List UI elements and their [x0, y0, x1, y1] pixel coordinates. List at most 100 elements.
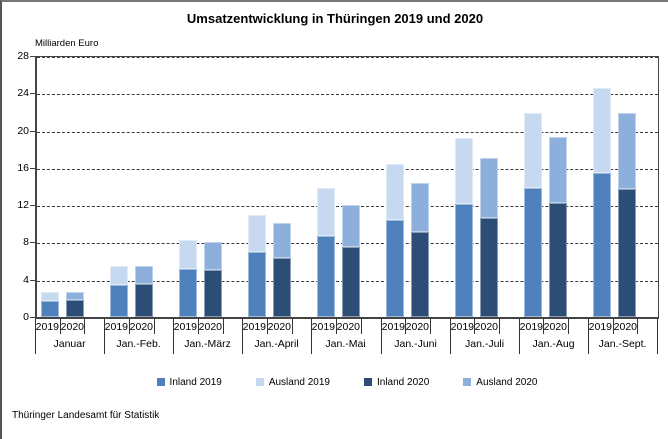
bar-2019-Januar	[40, 292, 59, 317]
bar-segment-ausland-2020	[411, 183, 430, 232]
sub-category-tick	[361, 319, 362, 334]
y-tick-mark	[30, 280, 35, 281]
bar-2020-Jan.-Mai	[341, 205, 360, 317]
bar-segment-inland-2020	[203, 270, 222, 317]
bar-2019-Jan.-März	[178, 240, 197, 317]
bar-segment-inland-2020	[134, 284, 153, 317]
year-label-2020-Jan.-Feb.: 2020	[129, 321, 154, 333]
bar-segment-inland-2019	[40, 301, 59, 317]
sub-category-tick	[474, 319, 475, 334]
group-label-Januar: Januar	[53, 338, 86, 350]
y-tick-label-24: 24	[17, 87, 29, 100]
sub-category-tick	[198, 319, 199, 334]
category-separator	[242, 319, 243, 354]
category-separator	[657, 319, 658, 354]
bar-2020-Jan.-Aug	[549, 137, 568, 317]
sub-category-tick	[613, 319, 614, 334]
bar-2019-Jan.-Feb.	[109, 266, 128, 317]
sub-category-tick	[60, 319, 61, 334]
legend-swatch-icon	[255, 378, 264, 386]
bar-segment-inland-2019	[455, 204, 474, 317]
bar-2019-Jan.-Sept.	[593, 88, 612, 317]
bar-segment-inland-2019	[247, 252, 266, 317]
bar-2019-Jan.-Juni	[386, 164, 405, 317]
bar-segment-ausland-2020	[618, 113, 637, 189]
bar-segment-inland-2019	[109, 285, 128, 317]
legend-swatch-icon	[364, 378, 372, 386]
category-separator	[35, 319, 36, 354]
bar-segment-inland-2019	[524, 188, 543, 317]
y-axis-title: Milliarden Euro	[35, 38, 99, 49]
bar-segment-ausland-2019	[593, 88, 612, 173]
year-label-2020-Jan.-April: 2020	[267, 321, 292, 333]
chart-title: Umsatzentwicklung in Thüringen 2019 und …	[186, 11, 484, 26]
sub-category-tick	[568, 319, 569, 334]
legend-swatch-icon	[463, 378, 472, 386]
legend: Inland 2019 Ausland 2019 Inland 2020 Auslan…	[35, 374, 659, 390]
category-separator	[104, 319, 105, 354]
group-label-Jan.-Sept.: Jan.-Sept.	[598, 338, 647, 350]
group-label-Jan.-Juni: Jan.-Juni	[394, 338, 437, 350]
y-tick-mark	[30, 131, 35, 132]
bar-segment-ausland-2020	[549, 137, 568, 203]
category-separator	[588, 319, 589, 354]
plot-area	[35, 56, 659, 319]
bar-segment-ausland-2020	[203, 242, 222, 270]
y-tick-mark	[30, 205, 35, 206]
bar-2019-Jan.-Mai	[316, 188, 335, 317]
y-tick-label-28: 28	[17, 50, 29, 62]
y-tick-label-16: 16	[17, 161, 29, 174]
year-label-2019-Jan.-März: 2019	[173, 321, 198, 333]
sub-category-tick	[543, 319, 544, 334]
sub-category-tick	[430, 319, 431, 334]
sub-category-tick	[499, 319, 500, 334]
group-label-Jan.-März: Jan.-März	[184, 338, 231, 350]
bar-segment-ausland-2019	[455, 138, 474, 204]
year-label-2019-Januar: 2019	[35, 321, 60, 333]
bar-segment-inland-2020	[65, 300, 84, 317]
bar-2020-Januar	[65, 292, 84, 317]
year-label-2020-Jan.-Juli: 2020	[474, 321, 499, 333]
bar-2019-Jan.-Aug	[524, 113, 543, 317]
legend-label: Ausland 2019	[268, 376, 330, 388]
group-label-Jan.-Aug: Jan.-Aug	[532, 338, 575, 350]
bar-segment-ausland-2020	[480, 158, 499, 218]
gridline-24	[37, 94, 658, 95]
legend-item-inland-2020: Inland 2020	[364, 377, 429, 388]
y-tick-mark	[30, 93, 35, 94]
sub-category-tick	[405, 319, 406, 334]
category-separator	[519, 319, 520, 354]
year-label-2020-Januar: 2020	[60, 321, 85, 333]
legend-label: Ausland 2020	[476, 376, 538, 388]
legend-item-ausland-2020: Ausland 2020	[463, 377, 537, 388]
y-tick-label-8: 8	[23, 236, 29, 249]
category-separator	[173, 319, 174, 354]
sub-category-tick	[267, 319, 268, 334]
sub-category-tick	[129, 319, 130, 334]
bar-segment-ausland-2019	[109, 266, 128, 285]
sub-category-tick	[336, 319, 337, 334]
legend-label: Inland 2020	[377, 376, 430, 388]
legend-item-ausland-2019: Ausland 2019	[255, 376, 330, 388]
bar-2020-Jan.-Feb.	[134, 266, 153, 317]
bar-2019-Jan.-April	[247, 214, 266, 317]
bar-2020-Jan.-Sept.	[618, 113, 637, 317]
x-axis-labels: 2019 2020 Januar 2019 2020 Jan.-Feb. 2019 2020 J…	[35, 319, 659, 357]
bar-segment-inland-2020	[549, 203, 568, 317]
year-label-2020-Jan.-März: 2020	[198, 321, 223, 333]
year-label-2019-Jan.-Sept.: 2019	[588, 321, 613, 333]
bar-segment-ausland-2019	[386, 164, 405, 220]
y-tick-label-12: 12	[17, 199, 29, 212]
y-tick-mark	[30, 317, 35, 318]
bar-segment-ausland-2020	[134, 266, 153, 284]
y-tick-mark	[30, 56, 35, 57]
bar-2019-Jan.-Juli	[455, 138, 474, 317]
bar-segment-inland-2020	[272, 258, 291, 317]
bar-segment-ausland-2019	[178, 240, 197, 269]
bar-2020-Jan.-März	[203, 242, 222, 317]
legend-swatch-icon	[156, 378, 165, 386]
sub-category-tick	[154, 319, 155, 334]
year-label-2019-Jan.-Juni: 2019	[381, 321, 406, 333]
year-label-2019-Jan.-Aug: 2019	[519, 321, 544, 333]
